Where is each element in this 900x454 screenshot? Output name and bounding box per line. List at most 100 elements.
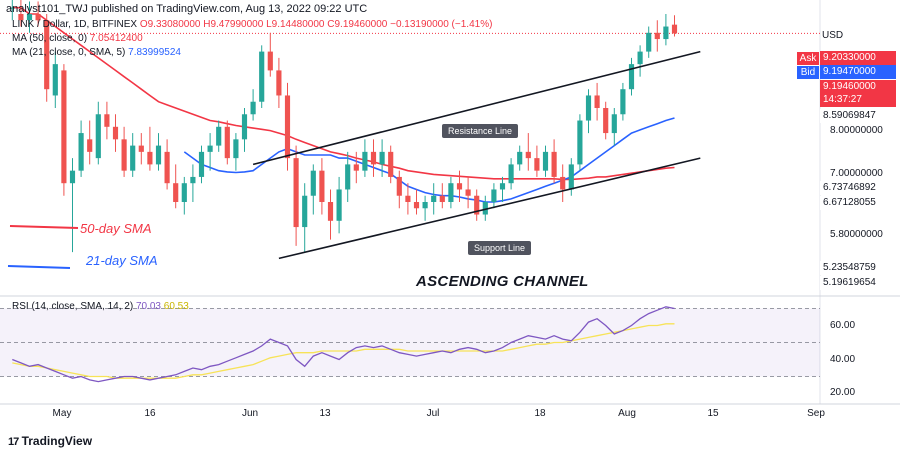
candle-body xyxy=(95,114,101,159)
ohlc-legend: LINK / Dollar, 1D, BITFINEX O9.33080000 … xyxy=(12,19,492,30)
time-tick: 15 xyxy=(707,408,719,419)
ma21-label: MA (21, close, 0, SMA, 5) xyxy=(12,47,126,58)
support-line-label: Support Line xyxy=(468,241,532,255)
candle-body xyxy=(310,170,316,196)
candle-body xyxy=(9,7,15,9)
ma21-line xyxy=(183,117,675,203)
candle-body xyxy=(69,170,76,184)
price-level-1: 8.59069847 xyxy=(820,109,896,123)
sma21-legend-stroke xyxy=(7,265,71,269)
candle-body xyxy=(138,145,144,152)
candle-body xyxy=(405,195,411,202)
ohlc-high: H9.47990000 xyxy=(203,19,264,30)
price-level-2: 6.73746892 xyxy=(820,181,896,195)
support-trendline xyxy=(278,157,701,260)
tradingview-logo-text: TradingView xyxy=(21,434,93,448)
candle-body xyxy=(233,139,239,159)
candle-body xyxy=(52,64,58,96)
candle-body xyxy=(267,51,273,71)
candle-body xyxy=(431,195,437,202)
ma21-value: 7.83999524 xyxy=(128,47,181,58)
candle-body xyxy=(654,32,660,40)
candle-body xyxy=(26,14,33,21)
candle-body xyxy=(302,195,308,228)
candle-body xyxy=(155,145,162,165)
resistance-trendline xyxy=(252,50,701,166)
candle-body xyxy=(517,151,523,165)
ask-price-tag: 9.20330000 xyxy=(820,51,896,65)
price-level-4: 5.23548759 xyxy=(820,261,896,275)
candle-body xyxy=(465,189,471,196)
symbol-label: LINK / Dollar, 1D, BITFINEX xyxy=(12,19,138,30)
last-price-tag: 9.19460000 xyxy=(820,80,896,94)
candle-body xyxy=(345,164,351,190)
currency-label: USD xyxy=(822,30,844,41)
candle-body xyxy=(241,114,248,140)
ma50-value: 7.05412400 xyxy=(89,33,143,44)
candle-body xyxy=(336,189,342,221)
rsi-sma-line xyxy=(12,323,675,379)
ohlc-change: −0.13190000 (−1.41%) xyxy=(390,19,493,30)
resistance-line-label: Resistance Line xyxy=(442,124,519,138)
price-tick: 8.00000000 xyxy=(830,125,883,136)
candle-body xyxy=(482,202,488,215)
candle-body xyxy=(353,164,359,171)
candle-body xyxy=(147,151,153,165)
publisher-line: analyst101_TWJ published on TradingView.… xyxy=(6,3,367,15)
ascending-channel-label: ASCENDING CHANNEL xyxy=(416,273,589,290)
bid-label: Bid xyxy=(797,66,819,79)
ma50-legend: MA (50, close, 0) 7.05412400 xyxy=(12,33,143,44)
candle-body xyxy=(525,151,531,159)
rsi-legend: RSI (14, close, SMA, 14, 2) 70.03 60.53 xyxy=(12,301,189,312)
candle-body xyxy=(181,183,187,202)
time-tick: Aug xyxy=(618,408,636,419)
rsi-tick: 60.00 xyxy=(830,320,856,331)
candle-body xyxy=(646,32,652,52)
candle-body xyxy=(18,14,24,21)
rsi-tick: 20.00 xyxy=(830,387,856,398)
candle-body xyxy=(198,151,205,177)
ohlc-close: C9.19460000 xyxy=(327,19,388,30)
time-tick: 16 xyxy=(144,408,156,419)
candle-body xyxy=(396,176,402,196)
candle-body xyxy=(439,195,445,202)
candle-body xyxy=(560,176,566,190)
candle-body xyxy=(551,151,557,177)
candle-body xyxy=(87,139,93,152)
candle-body xyxy=(508,164,514,184)
rsi-sma-value: 60.53 xyxy=(163,301,189,312)
candle-body xyxy=(637,51,643,65)
rsi-value: 70.03 xyxy=(135,301,161,312)
candle-body xyxy=(362,151,368,171)
candle-body xyxy=(585,95,592,121)
candle-body xyxy=(413,202,420,209)
ma50-label: MA (50, close, 0) xyxy=(12,33,88,44)
bar-countdown: 14:37:27 xyxy=(820,93,896,107)
candle-body xyxy=(491,189,497,202)
candle-body xyxy=(207,145,213,152)
publisher-text: analyst101_TWJ published on TradingView.… xyxy=(6,3,368,15)
time-tick: 13 xyxy=(319,408,331,419)
candle-body xyxy=(61,70,67,184)
candle-body xyxy=(448,183,454,202)
ohlc-low: L9.14480000 xyxy=(266,19,325,30)
candle-body xyxy=(388,151,394,177)
tradingview-logo: 17 TradingView xyxy=(8,434,92,448)
candle-body xyxy=(173,183,179,202)
tv-icon: 17 xyxy=(8,436,19,448)
candle-body xyxy=(259,51,265,102)
price-tick: 5.80000000 xyxy=(830,229,883,240)
price-tick: 7.00000000 xyxy=(830,168,883,179)
candle-body xyxy=(250,101,256,115)
sma50-legend-stroke xyxy=(9,225,79,229)
time-tick: 18 xyxy=(534,408,546,419)
candle-body xyxy=(121,139,127,171)
time-tick: Sep xyxy=(807,408,825,419)
candle-body xyxy=(603,108,609,134)
candle-body xyxy=(327,202,334,221)
ma21-legend: MA (21, close, 0, SMA, 5) 7.83999524 xyxy=(12,47,181,58)
candle-body xyxy=(568,164,574,190)
candle-body xyxy=(319,170,325,202)
candle-body xyxy=(379,151,385,165)
